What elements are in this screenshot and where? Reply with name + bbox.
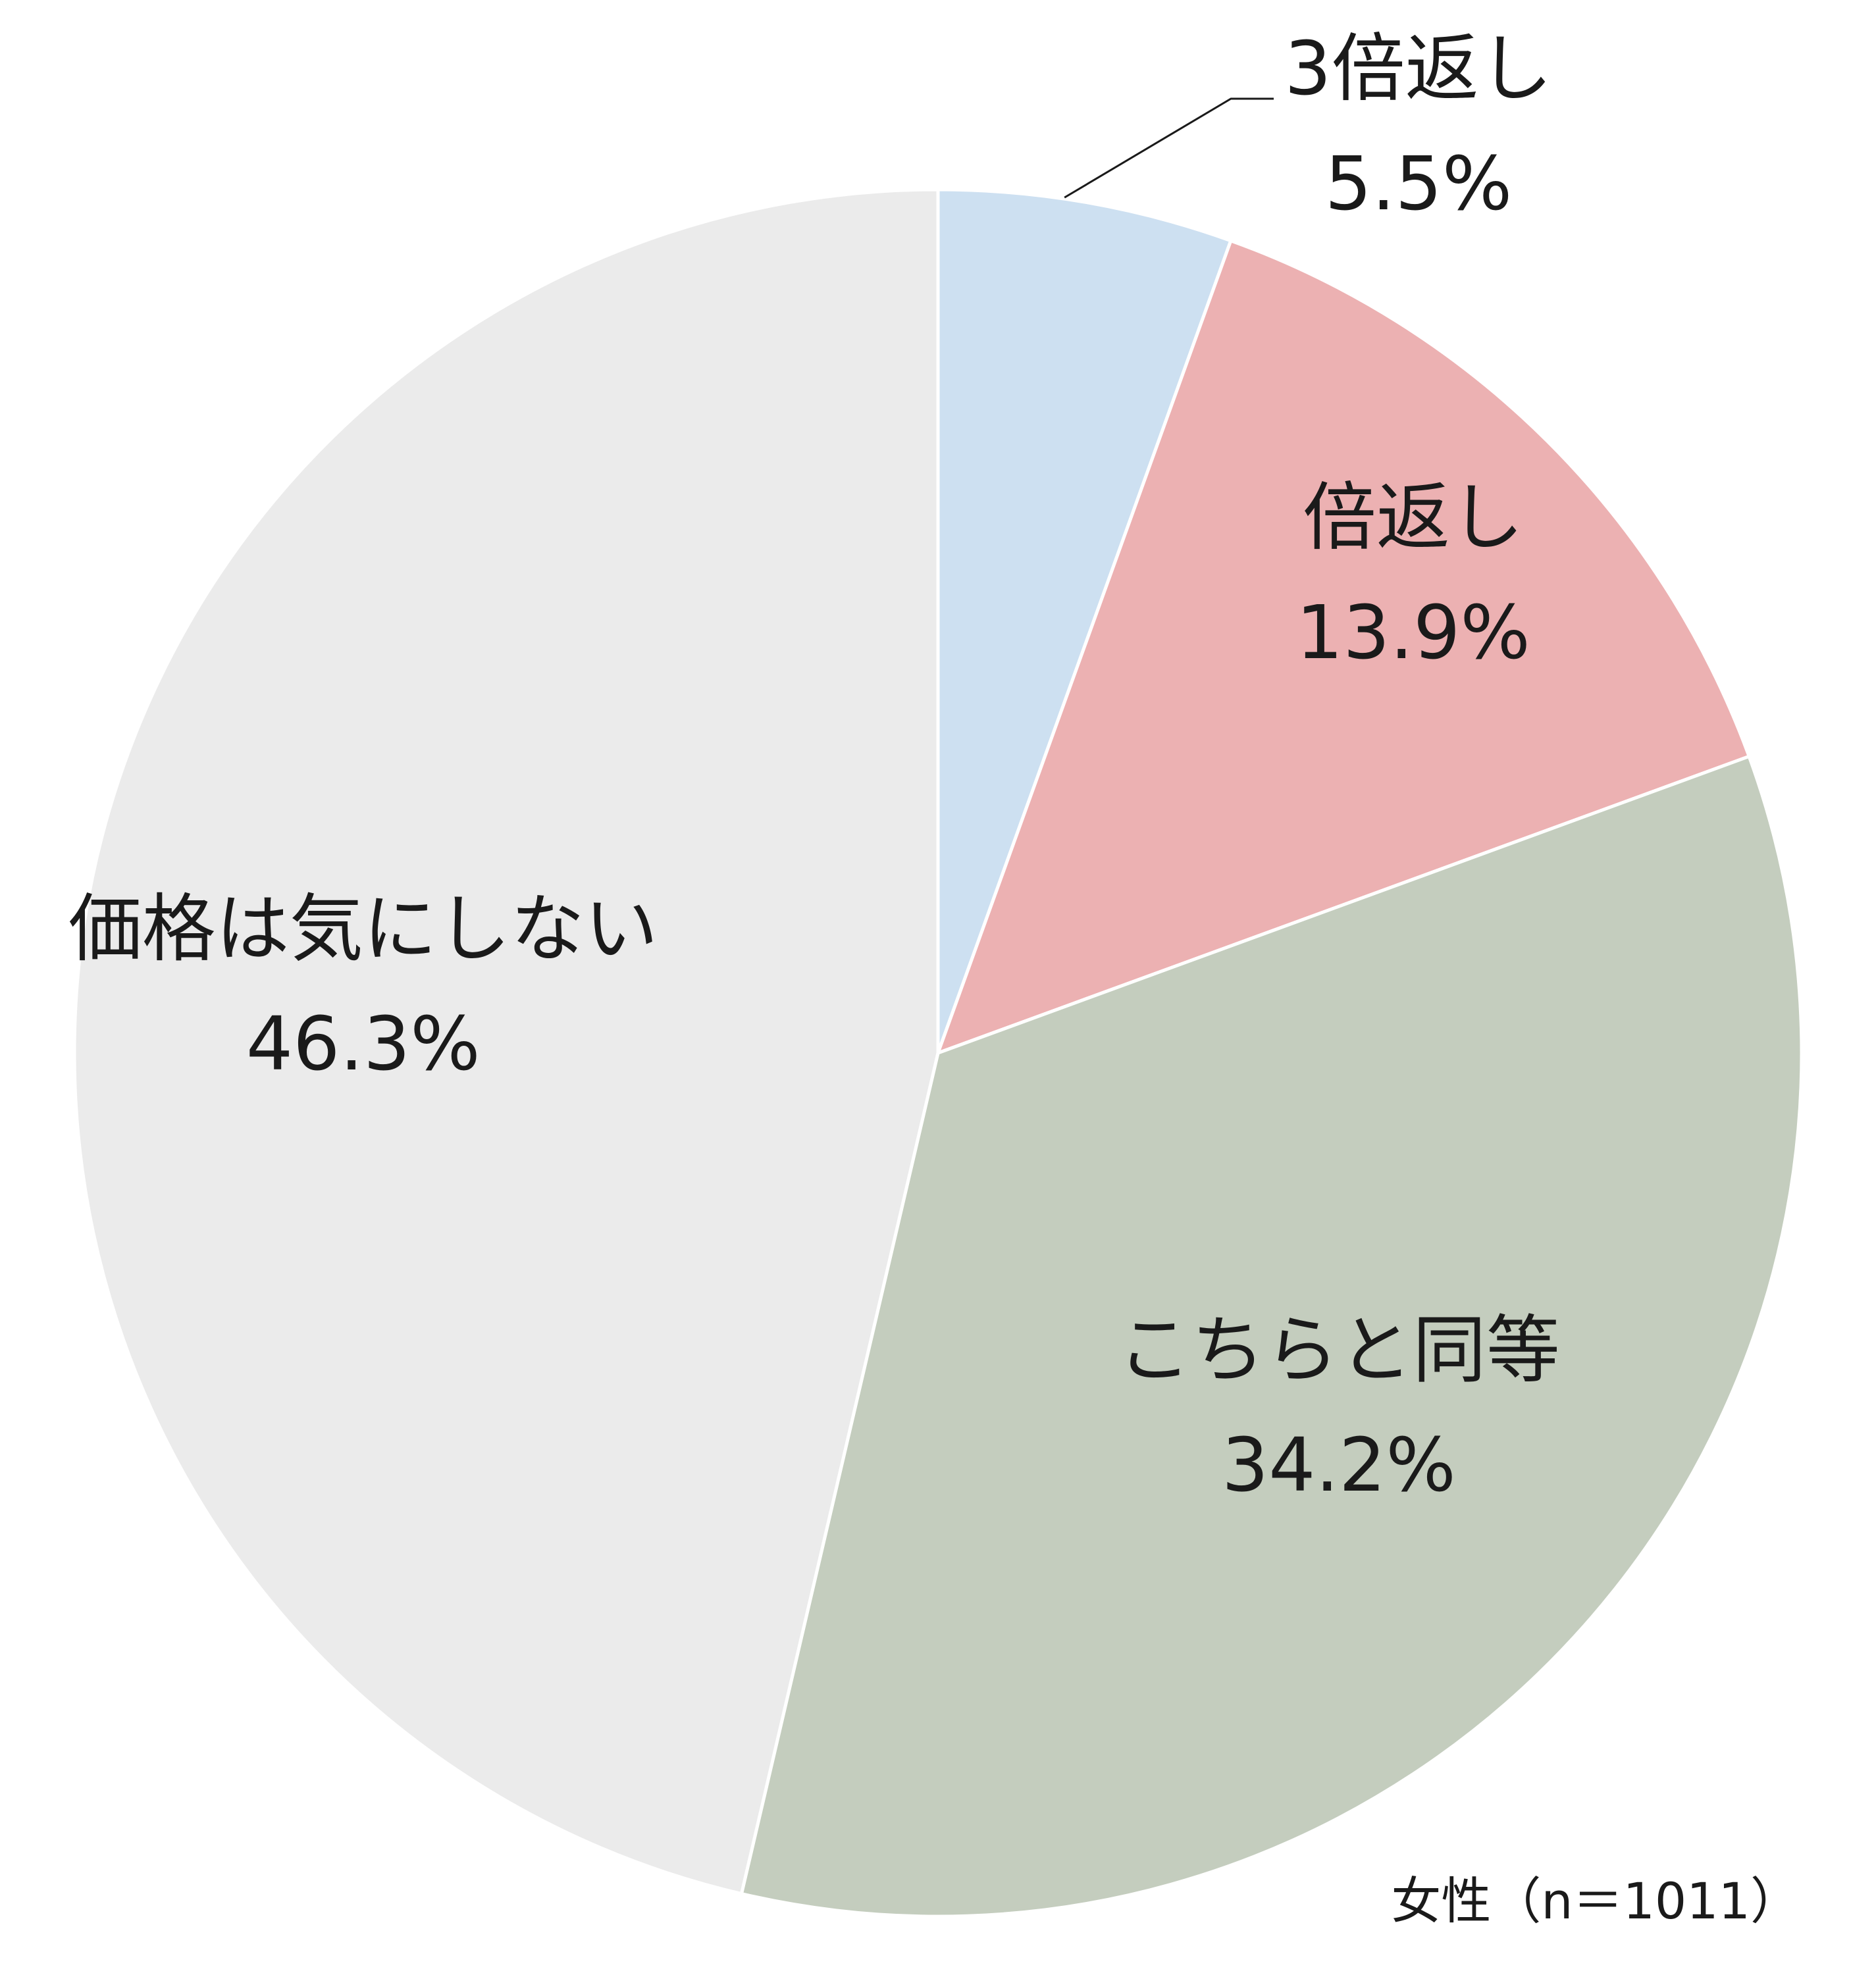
slice-label: 3倍返し: [1284, 26, 1552, 112]
slice-value-label: 5.5%: [1325, 141, 1513, 227]
pie-slice-3: [739, 754, 1804, 1918]
pie-slice-2: [935, 238, 1752, 1056]
sample-note: 女性（n＝1011）: [1391, 1872, 1800, 1930]
leader-line: [1064, 97, 1274, 199]
slice-value-label: 34.2%: [1222, 1423, 1456, 1508]
slice-value-label: 13.9%: [1296, 590, 1530, 676]
pie-slice-1: [936, 188, 1234, 1054]
slice-label: こちらと同等: [1118, 1308, 1560, 1393]
slice-value-label: 46.3%: [246, 1002, 481, 1087]
slice-label: 価格は気にしない: [68, 886, 658, 972]
pie-labels: 3倍返し 5.5% 倍返し 13.9% こちらと同等 34.2% 価格は気にしない 46.3%: [68, 26, 1560, 1508]
slice-label: 倍返し: [1303, 475, 1524, 561]
pie-slices: [72, 188, 1804, 1918]
pie-slice-4: [72, 188, 940, 1896]
